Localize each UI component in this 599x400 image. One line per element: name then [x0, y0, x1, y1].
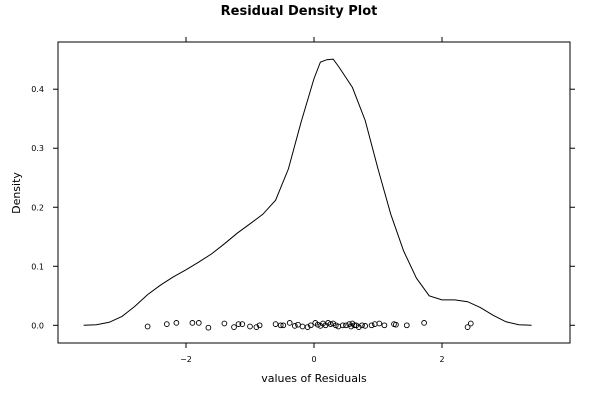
x-tick-label: −2: [180, 355, 192, 364]
residual-point: [393, 321, 399, 328]
residual-point: [299, 323, 306, 330]
residual-point: [467, 320, 474, 327]
residual-point: [277, 322, 284, 329]
x-tick-label: 2: [439, 355, 444, 364]
residual-point: [314, 321, 321, 328]
residual-point: [221, 320, 228, 327]
x-tick-label: 0: [311, 355, 316, 364]
residual-point: [421, 320, 427, 326]
residual-point: [239, 321, 246, 327]
density-curve: [83, 58, 532, 326]
residual-point: [231, 324, 237, 330]
chart-title: Residual Density Plot: [221, 4, 378, 19]
y-tick-label: 0.4: [31, 85, 44, 94]
y-axis-label: Density: [10, 172, 23, 214]
residual-point: [403, 322, 410, 329]
residual-point: [247, 323, 253, 330]
residual-point: [327, 321, 334, 327]
residual-point: [371, 321, 378, 327]
residual-point: [291, 323, 298, 329]
residual-point: [272, 321, 279, 327]
residual-point: [381, 322, 388, 329]
residual-point: [195, 320, 202, 326]
residual-points: [144, 320, 474, 331]
x-axis-label: values of Residuals: [261, 372, 367, 385]
residual-point: [359, 322, 365, 329]
residual-point: [163, 321, 170, 327]
y-tick-label: 0.2: [31, 203, 44, 212]
residual-point: [286, 320, 293, 326]
residual-point: [304, 324, 311, 330]
residual-point: [348, 323, 354, 330]
residual-point: [189, 320, 196, 326]
plot-frame: [57, 41, 571, 344]
residual-point: [362, 323, 369, 329]
y-tick-label: 0.1: [31, 262, 44, 271]
residual-point: [343, 322, 349, 329]
residual-point: [235, 321, 242, 327]
residual-point: [144, 323, 151, 330]
residual-point: [376, 320, 383, 327]
axis-ticks: [53, 37, 575, 348]
residual-point: [464, 324, 471, 330]
residual-point: [307, 322, 314, 329]
y-tick-label: 0.3: [31, 144, 44, 153]
y-tick-label: 0.0: [31, 321, 44, 330]
residual-point: [253, 324, 260, 330]
residual-point: [205, 324, 212, 331]
residual-point: [339, 322, 346, 329]
residual-point: [280, 322, 287, 329]
residual-point: [173, 320, 180, 326]
residual-point: [256, 322, 263, 329]
residual-point: [368, 322, 375, 329]
residual-point: [355, 324, 362, 330]
axis-tick-labels: −2 0 2 0.0 0.1 0.2 0.3 0.4: [31, 85, 444, 364]
